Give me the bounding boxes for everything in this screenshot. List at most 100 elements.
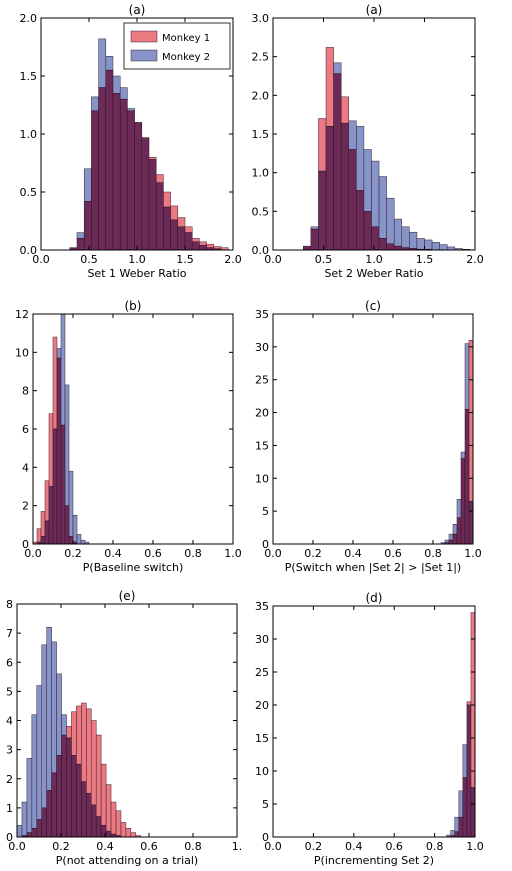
bar-monkey-2 bbox=[444, 539, 450, 543]
x-tick-label: 0.4 bbox=[104, 547, 122, 560]
bar-monkey-1 bbox=[340, 96, 349, 124]
bar-monkey-2 bbox=[460, 451, 466, 459]
y-tick-label: 10 bbox=[255, 472, 269, 485]
bar-monkey-2 bbox=[76, 232, 85, 239]
y-tick-label: 15 bbox=[255, 732, 269, 745]
bar-monkey-2 bbox=[348, 120, 357, 150]
x-tick-label: 2.0 bbox=[224, 253, 242, 266]
bar-monkey-1 bbox=[325, 47, 334, 127]
x-tick-label: 0.0 bbox=[8, 840, 26, 853]
bar-overlap bbox=[127, 110, 135, 251]
legend-label-monkey-2: Monkey 2 bbox=[162, 52, 210, 63]
bar-monkey-2 bbox=[56, 348, 62, 359]
x-tick-label: 0.0 bbox=[264, 547, 282, 560]
y-tick-label: 2.0 bbox=[252, 89, 270, 102]
bar-monkey-2 bbox=[393, 218, 403, 247]
x-tick-label: 0.8 bbox=[426, 840, 444, 853]
bar-overlap bbox=[310, 228, 319, 251]
bar-monkey-2 bbox=[401, 226, 410, 248]
y-tick-label: 5 bbox=[262, 505, 269, 518]
bar-overlap bbox=[356, 190, 365, 251]
y-tick-label: 0.5 bbox=[20, 186, 38, 199]
y-tick-label: 2 bbox=[22, 500, 29, 513]
bar-monkey-2 bbox=[371, 160, 380, 228]
x-tick-label: 1.0 bbox=[466, 840, 484, 853]
y-tick-label: 1.5 bbox=[252, 128, 270, 141]
chart-panel-2: 0.0 0.2 0.4 0.6 0.8 1.0 0 2 4 6 8 10 12 P(Baseline sw… bbox=[15, 299, 242, 574]
bar-monkey-2 bbox=[462, 744, 468, 778]
y-tick-label: 0 bbox=[262, 538, 269, 551]
bar-monkey-1 bbox=[130, 832, 137, 838]
bar-monkey-2 bbox=[105, 56, 114, 71]
bar-monkey-2 bbox=[31, 714, 38, 829]
y-tick-label: 5 bbox=[262, 798, 269, 811]
y-tick-label: 15 bbox=[255, 439, 269, 452]
y-tick-label: 10 bbox=[255, 765, 269, 778]
chart-panel-0: 0.0 0.5 1.0 1.5 2.0 0.0 0.5 1.0 1.5 2.0 Set 1 Webe… bbox=[20, 3, 242, 280]
bar-monkey-2 bbox=[64, 384, 70, 506]
bar-monkey-1 bbox=[100, 763, 107, 826]
bar-overlap bbox=[105, 830, 112, 838]
bar-overlap bbox=[48, 486, 54, 545]
x-tick-label: 0.2 bbox=[52, 840, 70, 853]
bar-overlap bbox=[40, 536, 46, 545]
y-tick-label: 4 bbox=[22, 461, 29, 474]
x-tick-label: 0.6 bbox=[385, 840, 403, 853]
bar-overlap bbox=[56, 755, 62, 838]
legend-swatch-monkey-2 bbox=[130, 49, 158, 62]
bar-overlap bbox=[44, 520, 50, 545]
axes-frame bbox=[272, 313, 474, 545]
bar-monkey-2 bbox=[386, 197, 395, 245]
bar-overlap bbox=[148, 159, 157, 251]
bar-overlap bbox=[170, 219, 179, 251]
y-tick-label: 35 bbox=[255, 600, 269, 613]
bar-overlap bbox=[134, 122, 143, 251]
bar-overlap bbox=[340, 122, 349, 251]
bar-monkey-2 bbox=[448, 533, 454, 541]
x-tick-label: 0.5 bbox=[80, 253, 98, 266]
x-tick-label: 1.0 bbox=[224, 547, 242, 560]
legend: Monkey 1 Monkey 2 bbox=[123, 22, 231, 70]
bar-overlap bbox=[76, 763, 82, 838]
bar-overlap bbox=[46, 790, 52, 838]
y-tick-label: 5 bbox=[6, 685, 13, 698]
x-tick-label: 0.0 bbox=[264, 840, 282, 853]
bar-monkey-2 bbox=[68, 470, 74, 537]
y-tick-label: 1.0 bbox=[20, 128, 38, 141]
y-tick-label: 30 bbox=[255, 341, 269, 354]
x-tick-label: 0.4 bbox=[344, 547, 362, 560]
y-tick-label: 10 bbox=[15, 346, 29, 359]
chart-panel-5: 0.0 0.2 0.4 0.6 0.8 1.0 0 5 10 15 20 25 30 35 P(increm… bbox=[255, 591, 484, 867]
y-tick-label: 1.0 bbox=[252, 167, 270, 180]
bar-monkey-2 bbox=[16, 825, 23, 838]
bar-monkey-1 bbox=[191, 238, 200, 243]
y-tick-label: 0 bbox=[6, 831, 13, 844]
bar-monkey-2 bbox=[456, 499, 462, 518]
bar-overlap bbox=[60, 424, 66, 545]
y-tick-label: 2 bbox=[6, 773, 13, 786]
x-axis-label: P(Baseline switch) bbox=[83, 561, 183, 574]
bar-overlap bbox=[163, 206, 171, 251]
x-tick-label: 0.6 bbox=[384, 547, 402, 560]
bar-monkey-1 bbox=[91, 720, 97, 806]
panel-title: (a) bbox=[366, 3, 383, 17]
bar-monkey-1 bbox=[95, 734, 102, 817]
bar-monkey-2 bbox=[458, 790, 464, 818]
y-tick-label: 3 bbox=[6, 744, 13, 757]
chart-panel-4: 0.0 0.2 0.4 0.6 0.8 1. 0 1 2 3 4 5 6 7 8 P(not attendin… bbox=[6, 589, 242, 867]
bar-monkey-1 bbox=[81, 702, 87, 782]
bar-overlap bbox=[464, 409, 470, 545]
bar-monkey-1 bbox=[155, 174, 164, 183]
bar-overlap bbox=[348, 149, 357, 251]
x-tick-label: 0.0 bbox=[264, 253, 282, 266]
y-tick-label: 0.0 bbox=[252, 244, 270, 257]
y-tick-label: 25 bbox=[255, 666, 269, 679]
bar-overlap bbox=[386, 243, 395, 251]
bar-overlap bbox=[119, 98, 128, 251]
bar-overlap bbox=[64, 505, 70, 545]
bar-monkey-2 bbox=[91, 96, 99, 112]
bar-monkey-2 bbox=[363, 149, 372, 212]
bar-monkey-1 bbox=[213, 246, 222, 250]
bar-overlap bbox=[466, 704, 472, 838]
